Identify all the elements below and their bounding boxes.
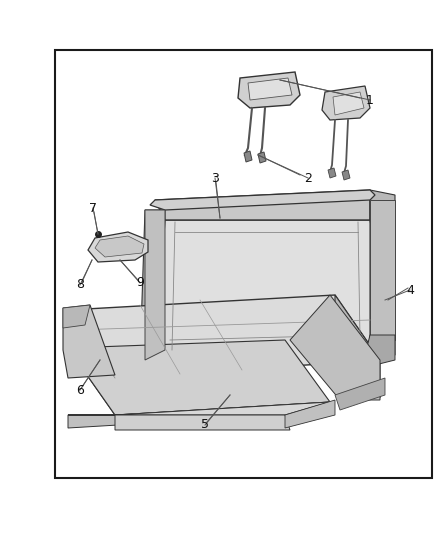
Polygon shape: [63, 305, 115, 378]
Polygon shape: [370, 190, 395, 340]
Polygon shape: [238, 72, 300, 108]
Polygon shape: [63, 305, 90, 328]
Text: 8: 8: [76, 279, 84, 292]
Polygon shape: [68, 402, 330, 428]
Polygon shape: [333, 92, 364, 115]
Polygon shape: [365, 335, 395, 365]
Text: 7: 7: [89, 201, 97, 214]
Text: 6: 6: [76, 384, 84, 397]
Polygon shape: [88, 232, 148, 262]
Text: 1: 1: [366, 93, 374, 107]
Polygon shape: [244, 151, 252, 162]
Polygon shape: [145, 210, 165, 360]
Polygon shape: [370, 200, 395, 340]
Polygon shape: [342, 170, 350, 180]
Polygon shape: [115, 415, 290, 430]
Polygon shape: [285, 400, 335, 428]
Text: 2: 2: [304, 172, 312, 184]
Polygon shape: [258, 152, 266, 163]
Polygon shape: [155, 220, 395, 355]
Polygon shape: [68, 340, 330, 415]
Polygon shape: [155, 340, 395, 370]
Text: 9: 9: [136, 277, 144, 289]
Polygon shape: [328, 168, 336, 178]
Polygon shape: [322, 86, 370, 120]
Polygon shape: [248, 78, 292, 100]
Polygon shape: [150, 190, 375, 210]
Polygon shape: [335, 378, 385, 410]
Text: 3: 3: [211, 172, 219, 184]
Polygon shape: [95, 236, 144, 257]
Polygon shape: [68, 295, 380, 378]
Text: 5: 5: [201, 418, 209, 432]
Polygon shape: [68, 310, 115, 415]
Polygon shape: [68, 402, 330, 415]
Polygon shape: [140, 210, 165, 360]
Polygon shape: [55, 50, 432, 478]
Polygon shape: [155, 190, 370, 220]
Polygon shape: [290, 295, 380, 400]
Polygon shape: [335, 295, 380, 398]
Text: 4: 4: [406, 284, 414, 296]
